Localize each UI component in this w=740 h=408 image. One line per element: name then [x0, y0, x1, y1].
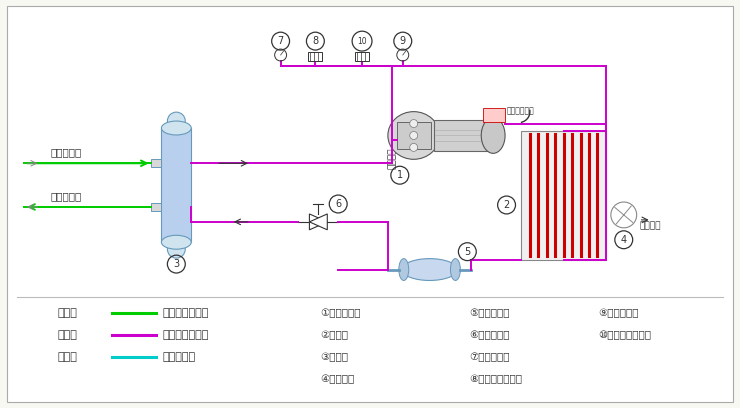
Text: 低压吸气: 低压吸气 — [387, 147, 397, 169]
Bar — [483, 108, 505, 122]
Ellipse shape — [399, 259, 408, 280]
Polygon shape — [309, 214, 327, 230]
Ellipse shape — [388, 112, 440, 159]
Text: 水循环回路: 水循环回路 — [162, 352, 195, 362]
Text: 1: 1 — [397, 170, 403, 180]
Circle shape — [410, 144, 417, 151]
Text: ①螺杆压缩机: ①螺杆压缩机 — [320, 308, 361, 318]
Bar — [161, 128, 191, 242]
Text: 4: 4 — [621, 235, 627, 245]
Text: 3: 3 — [173, 259, 179, 269]
Bar — [355, 52, 369, 61]
Circle shape — [167, 112, 185, 130]
Text: 风向流动: 风向流动 — [639, 221, 661, 230]
Text: ②冷凝器: ②冷凝器 — [320, 330, 349, 340]
Text: 8: 8 — [312, 36, 318, 46]
Circle shape — [410, 120, 417, 128]
Text: 载冷剂循环回路: 载冷剂循环回路 — [162, 308, 209, 318]
Text: 载冷剂流入: 载冷剂流入 — [50, 191, 81, 201]
Text: 红色线: 红色线 — [57, 330, 77, 340]
Ellipse shape — [161, 235, 191, 249]
Ellipse shape — [481, 118, 505, 153]
Polygon shape — [309, 214, 327, 230]
Text: 10: 10 — [357, 37, 367, 46]
Text: ⑥供液膨胀阀: ⑥供液膨胀阀 — [469, 330, 510, 340]
Text: ⑧低压压力控制器: ⑧低压压力控制器 — [469, 374, 522, 384]
Text: 载冷剂出口: 载冷剂出口 — [50, 147, 81, 157]
Text: 5: 5 — [464, 247, 471, 257]
Bar — [434, 120, 491, 151]
Text: ③蒸发器: ③蒸发器 — [320, 352, 349, 362]
Text: 2: 2 — [503, 200, 510, 210]
Text: 9: 9 — [400, 36, 406, 46]
Text: ⑤干燥过滤器: ⑤干燥过滤器 — [469, 308, 510, 318]
Ellipse shape — [451, 259, 460, 280]
Text: ⑩高压压力控制器: ⑩高压压力控制器 — [599, 330, 651, 340]
Bar — [397, 122, 431, 149]
Bar — [522, 131, 606, 259]
Ellipse shape — [161, 121, 191, 135]
Bar — [309, 52, 323, 61]
Ellipse shape — [402, 259, 457, 280]
Text: ④冷却风扇: ④冷却风扇 — [320, 374, 354, 384]
Circle shape — [167, 240, 185, 258]
Text: ⑦低压压力表: ⑦低压压力表 — [469, 352, 510, 362]
Text: 6: 6 — [335, 199, 341, 209]
Text: 高压排气流向: 高压排气流向 — [507, 106, 535, 115]
Text: 绿色线: 绿色线 — [57, 308, 77, 318]
Text: 制冷剂循环回路: 制冷剂循环回路 — [162, 330, 209, 340]
Circle shape — [410, 131, 417, 140]
Text: 蓝色线: 蓝色线 — [57, 352, 77, 362]
Bar — [152, 203, 161, 211]
Text: ⑨高压压力表: ⑨高压压力表 — [599, 308, 639, 318]
Text: 7: 7 — [278, 36, 283, 46]
Bar — [152, 159, 161, 167]
